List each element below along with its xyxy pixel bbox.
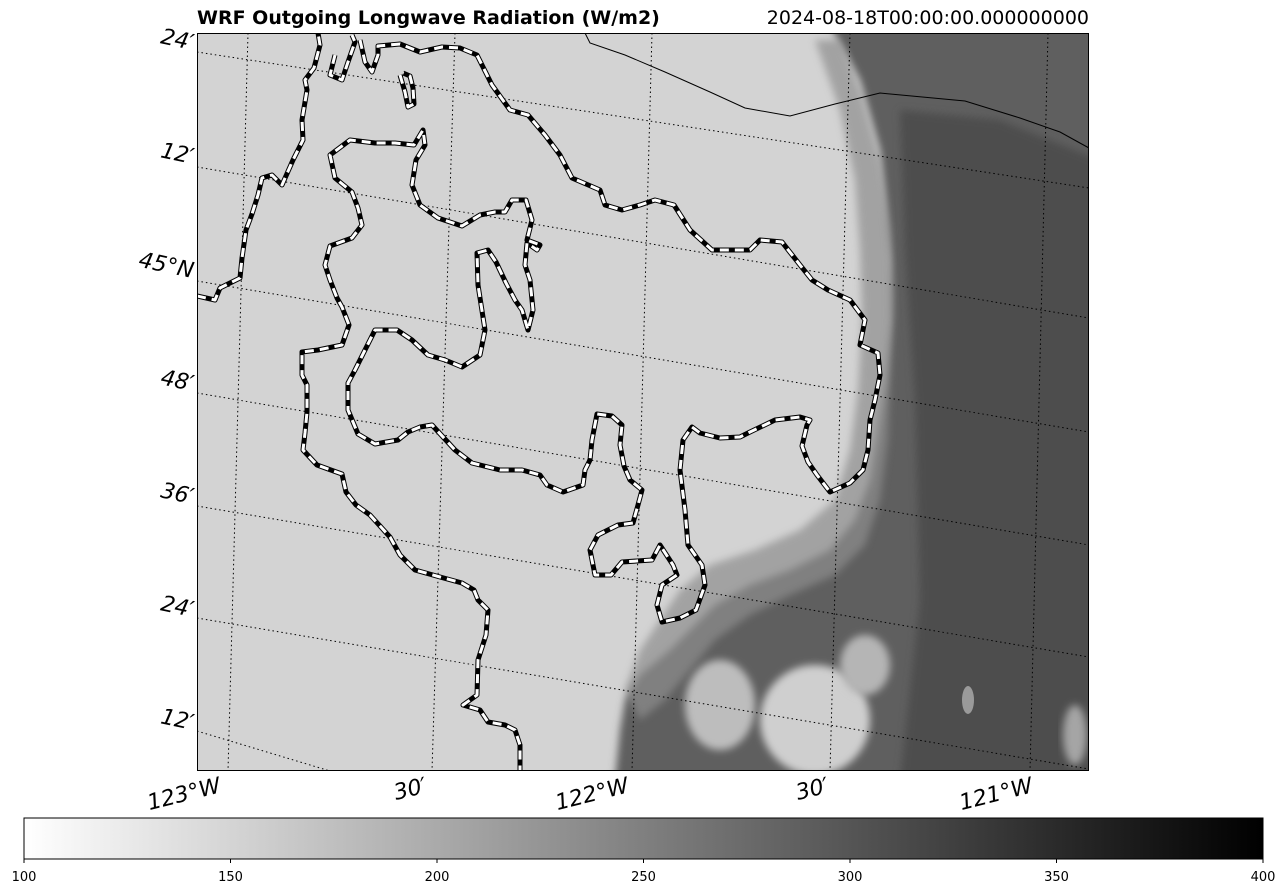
olr-light-patch: [1063, 705, 1087, 765]
colorbar-tick-label: 100: [12, 870, 37, 885]
latitude-gridlines: [197, 51, 1089, 771]
region-outline: [197, 33, 883, 771]
lat-label: 12′: [158, 705, 195, 736]
timestamp-label: 2024-08-18T00:00:00.000000000: [766, 7, 1089, 29]
lat-label: 12′: [158, 139, 195, 170]
longitude-gridlines: [227, 33, 1049, 771]
olr-field-transition-band: [625, 40, 893, 720]
lon-label: 121°W: [957, 773, 1037, 816]
olr-light-patch: [760, 665, 870, 771]
colorbar-tick-label: 400: [1251, 870, 1276, 885]
map-frame: [197, 33, 1089, 771]
colorbar-tick-label: 150: [218, 870, 243, 885]
lon-label: 122°W: [553, 773, 633, 816]
lon-label: 30′: [391, 774, 429, 806]
colorbar-tick-label: 350: [1044, 870, 1069, 885]
latitude-labels: 24′ 12′ 45°N 48′ 36′ 24′ 12′: [137, 25, 196, 736]
colorbar-tick-label: 200: [425, 870, 450, 885]
longitude-labels: 123°W 30′ 122°W 30′ 121°W: [145, 773, 1037, 816]
lat-label: 24′: [158, 25, 195, 56]
chart-title: WRF Outgoing Longwave Radiation (W/m2): [197, 7, 660, 29]
lat-label: 48′: [158, 366, 195, 397]
lon-label: 123°W: [145, 773, 225, 816]
olr-light-patch: [962, 686, 974, 714]
lat-label: 24′: [158, 592, 195, 623]
lon-label: 30′: [793, 774, 831, 806]
colorbar: 100 150 200 250 300 350 400: [12, 817, 1276, 885]
colorbar-ticks: 100 150 200 250 300 350 400: [12, 859, 1276, 885]
olr-field-darkest-east: [900, 110, 1089, 771]
lat-label: 45°N: [137, 248, 196, 284]
colorbar-tick-label: 300: [838, 870, 863, 885]
colorbar-tick-label: 250: [631, 870, 656, 885]
map-area: [197, 33, 1089, 771]
lat-label: 36′: [158, 479, 195, 510]
olr-light-patch: [840, 635, 890, 695]
olr-light-patch: [685, 660, 755, 750]
state-boundary-line: [584, 33, 1089, 149]
colorbar-gradient: [23, 817, 1264, 860]
